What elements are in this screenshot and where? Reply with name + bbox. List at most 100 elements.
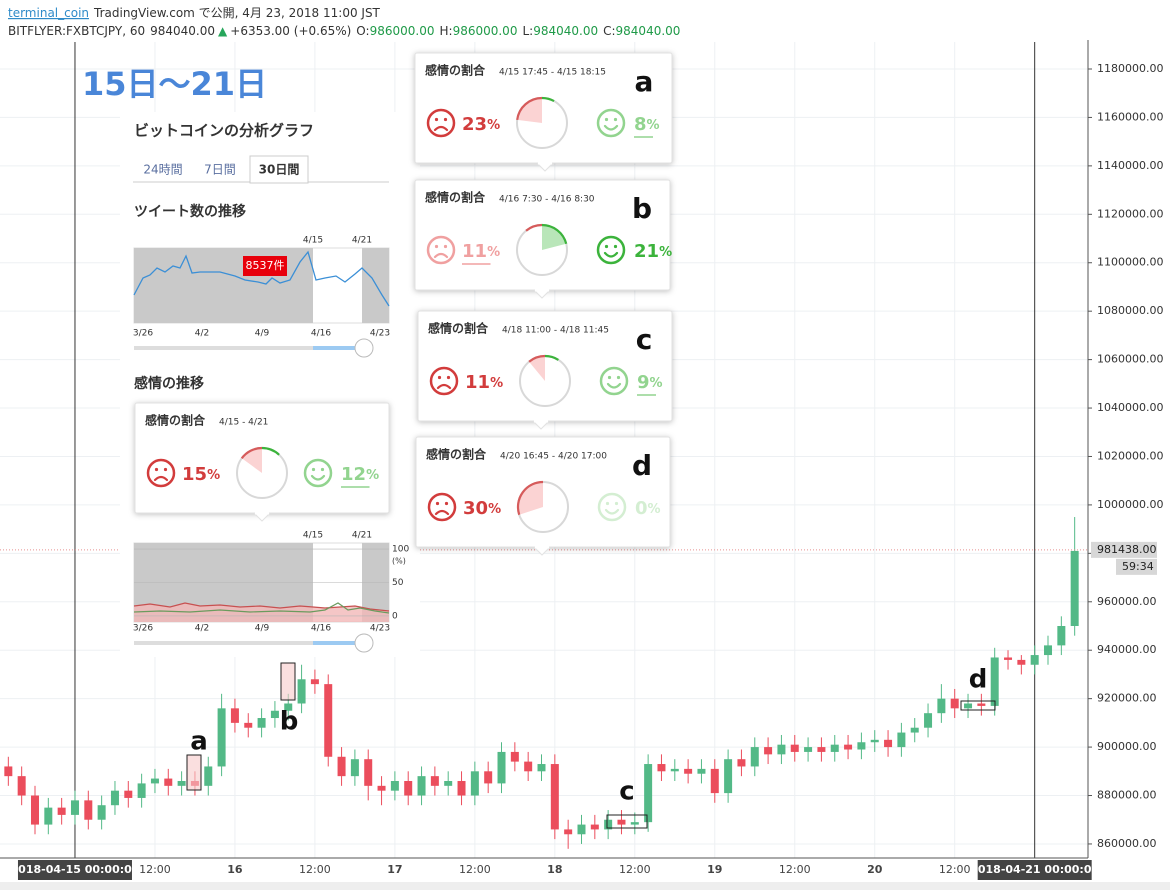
eye: [605, 501, 610, 506]
eye: [443, 244, 448, 249]
card-title: 感情の割合: [425, 190, 486, 205]
slider-handle[interactable]: [354, 633, 374, 653]
change: +6353.00 (+0.65%): [230, 24, 351, 38]
slider-handle[interactable]: [354, 338, 374, 358]
card-range: 4/16 7:30 - 4/16 8:30: [499, 195, 595, 205]
marker-label: 4/21: [352, 531, 372, 541]
candle-body: [724, 759, 733, 794]
negative-line: [133, 602, 390, 612]
y-tick-label: 860000.00: [1097, 837, 1157, 850]
tab[interactable]: 7日間: [204, 163, 236, 177]
marker-label: 4/15: [303, 531, 323, 541]
frown-icon: [426, 108, 456, 138]
last-price-label: 981438.00: [1097, 543, 1157, 556]
active-tab[interactable]: [249, 155, 309, 184]
eye: [614, 501, 619, 506]
candle-body: [750, 747, 759, 767]
y-tick-label: 1040000.00: [1097, 401, 1163, 414]
positive-sector: [542, 225, 567, 250]
card-range: 4/18 11:00 - 4/18 11:45: [502, 326, 609, 336]
candle-body: [964, 703, 973, 709]
mouth: [603, 124, 619, 131]
candle-body: [230, 708, 239, 723]
x-label-bg: [17, 860, 132, 880]
candle-body: [617, 819, 626, 825]
candle-body: [1004, 657, 1013, 660]
tab[interactable]: 24時間: [143, 163, 182, 177]
x-tick-label: 12:00: [779, 863, 811, 876]
negative-arc: [240, 446, 263, 460]
tweet-line: [133, 250, 390, 307]
y-tick-label: 1080000.00: [1097, 304, 1163, 317]
up-arrow: ▲: [218, 24, 228, 38]
candle-body: [924, 713, 933, 728]
x-tick-label: 12:00: [139, 863, 171, 876]
candle-body: [257, 718, 266, 728]
tab[interactable]: 30日間: [259, 163, 300, 177]
percent-label: 11%: [465, 372, 503, 393]
date-label: 3/26: [133, 329, 153, 339]
x-tick-label: 20: [867, 863, 883, 876]
ohlc-key: H:: [439, 24, 452, 38]
header-line-1: terminal_coin TradingView.com で公開, 4月 23,…: [8, 6, 381, 20]
eye: [434, 117, 439, 122]
date-label: 4/23: [370, 329, 390, 339]
candle-body: [177, 780, 186, 786]
negative-sector: [529, 356, 545, 381]
countdown: 59:34: [1122, 560, 1154, 573]
mouth: [310, 474, 326, 481]
date-label: 3/26: [133, 624, 153, 634]
x-tick-label: 12:00: [939, 863, 971, 876]
candle-body: [417, 776, 426, 796]
x-tick-label: 16: [227, 863, 243, 876]
y-tick-label: 1020000.00: [1097, 449, 1163, 462]
candle-body: [630, 822, 639, 825]
candle-body: [1030, 655, 1039, 665]
positive-arc: [541, 96, 555, 103]
candle-body: [364, 759, 373, 786]
candle-body: [510, 751, 519, 762]
candle-body: [444, 780, 453, 786]
candle-body: [764, 747, 773, 755]
annotation-letter: b: [280, 707, 299, 737]
x-tick-label: 12:00: [299, 863, 331, 876]
x-label-bg: [977, 860, 1092, 880]
candle-body: [44, 807, 53, 825]
last-price-box: [1091, 541, 1157, 558]
ohlc-value: 986000.00: [370, 24, 435, 38]
sentiment-tick: 50: [392, 578, 404, 588]
date-label: 4/9: [255, 624, 270, 634]
candle-body: [644, 764, 653, 823]
candle-body: [17, 776, 26, 796]
card-range: 4/20 16:45 - 4/20 17:00: [500, 452, 607, 462]
candle-body: [844, 744, 853, 750]
card-title: 感情の割合: [428, 321, 489, 336]
eye: [437, 375, 442, 380]
candle-body: [884, 739, 893, 748]
card-range: 4/15 - 4/21: [219, 418, 268, 428]
candle-body: [124, 790, 133, 798]
candle-body: [684, 768, 693, 774]
negative-arc: [528, 354, 546, 363]
y-tick-label: 1120000.00: [1097, 207, 1163, 220]
percent-label: 0%: [635, 498, 661, 519]
candle-body: [270, 710, 279, 719]
mouth: [436, 383, 452, 390]
marker-label: 4/15: [303, 236, 323, 246]
percent-label: 15%: [182, 464, 220, 485]
user-link[interactable]: terminal_coin: [8, 6, 89, 20]
pointer-cover: [538, 161, 552, 165]
candle-body: [950, 698, 959, 709]
x-tick-label: 2018-04-21 00:00:00: [970, 863, 1099, 876]
candle-body: [804, 747, 813, 752]
y-tick-label: 1000000.00: [1097, 498, 1163, 511]
eye: [604, 117, 609, 122]
sentiment-tick: 0: [392, 611, 398, 621]
candle-body: [937, 698, 946, 714]
candle-body: [217, 708, 226, 767]
x-tick-label: 19: [707, 863, 722, 876]
eye: [311, 467, 316, 472]
positive-arc: [541, 223, 568, 245]
annotation-letter: c: [619, 777, 634, 807]
y-tick-label: 1100000.00: [1097, 256, 1163, 269]
